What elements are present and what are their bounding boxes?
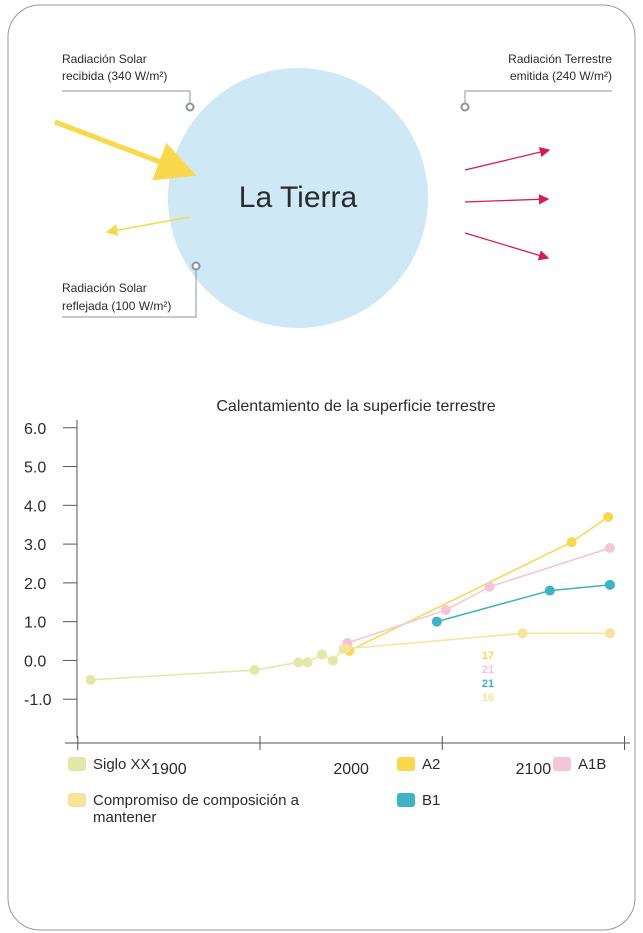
data-point (605, 628, 615, 638)
data-point (603, 512, 613, 522)
legend-swatch (68, 793, 86, 807)
data-point (86, 675, 96, 685)
chart-title: Calentamiento de la superficie terrestre (216, 398, 495, 415)
data-point (605, 580, 615, 590)
data-point (567, 537, 577, 547)
legend-label: Compromiso de composición a mantener (93, 792, 338, 826)
y-tick-label: -1.0 (24, 692, 52, 709)
series-line (349, 517, 608, 651)
legend-swatch (397, 793, 415, 807)
callout-dot (193, 263, 200, 270)
data-point (432, 617, 442, 627)
legend-label: B1 (422, 792, 440, 809)
page: La Tierra Radiación Solar recibida (340 … (0, 0, 643, 933)
legend-item: Siglo XX (68, 756, 308, 773)
y-tick-label: 1.0 (24, 615, 46, 632)
callout-line (465, 91, 612, 103)
series-line (346, 633, 610, 649)
annotation: 21 (482, 664, 494, 676)
data-point (605, 543, 615, 553)
legend-swatch (397, 757, 415, 771)
legend-item: Compromiso de composición a mantener (68, 792, 338, 826)
arrow-emitted (465, 150, 549, 170)
arrow-emitted (465, 199, 548, 202)
y-tick-label: 6.0 (24, 421, 46, 438)
data-point (317, 650, 327, 660)
legend-item: A2 (397, 756, 517, 773)
series-line (348, 548, 610, 643)
annotation: 16 (482, 692, 494, 704)
y-tick-label: 2.0 (24, 576, 46, 593)
data-point (341, 644, 351, 654)
callout-line (62, 91, 190, 103)
y-tick-label: 5.0 (24, 460, 46, 477)
y-tick-label: 0.0 (24, 653, 46, 670)
data-point (441, 605, 451, 615)
arrow-emitted (465, 233, 548, 258)
callout-text: Radiación Solar (62, 52, 147, 66)
callout-text: reflejada (100 W/m²) (62, 299, 171, 313)
data-point (545, 586, 555, 596)
arrow-received (55, 122, 192, 174)
annotation: 21 (482, 678, 494, 690)
callout-dot (187, 104, 194, 111)
legend-label: A2 (422, 756, 440, 773)
x-tick-label: 2000 (333, 761, 369, 778)
data-point (328, 655, 338, 665)
x-tick-label: 2100 (516, 761, 552, 778)
earth-label: La Tierra (239, 181, 358, 214)
y-tick-label: 3.0 (24, 537, 46, 554)
callout-text: emitida (240 W/m²) (510, 69, 612, 83)
data-point (293, 657, 303, 667)
data-point (485, 582, 495, 592)
legend-item: A1B (553, 756, 633, 773)
callout-text: Radiación Solar (62, 281, 147, 295)
legend-label: A1B (578, 756, 606, 773)
series-line (437, 585, 610, 622)
callout-text: Radiación Terrestre (508, 52, 612, 66)
data-point (517, 628, 527, 638)
legend-swatch (68, 757, 86, 771)
data-point (302, 657, 312, 667)
annotation: 17 (482, 650, 494, 662)
callout-dot (462, 104, 469, 111)
callout-text: recibida (340 W/m²) (62, 69, 167, 83)
legend-label: Siglo XX (93, 756, 151, 773)
legend-swatch (553, 757, 571, 771)
data-point (250, 665, 260, 675)
legend-item: B1 (397, 792, 597, 809)
y-tick-label: 4.0 (24, 498, 46, 515)
